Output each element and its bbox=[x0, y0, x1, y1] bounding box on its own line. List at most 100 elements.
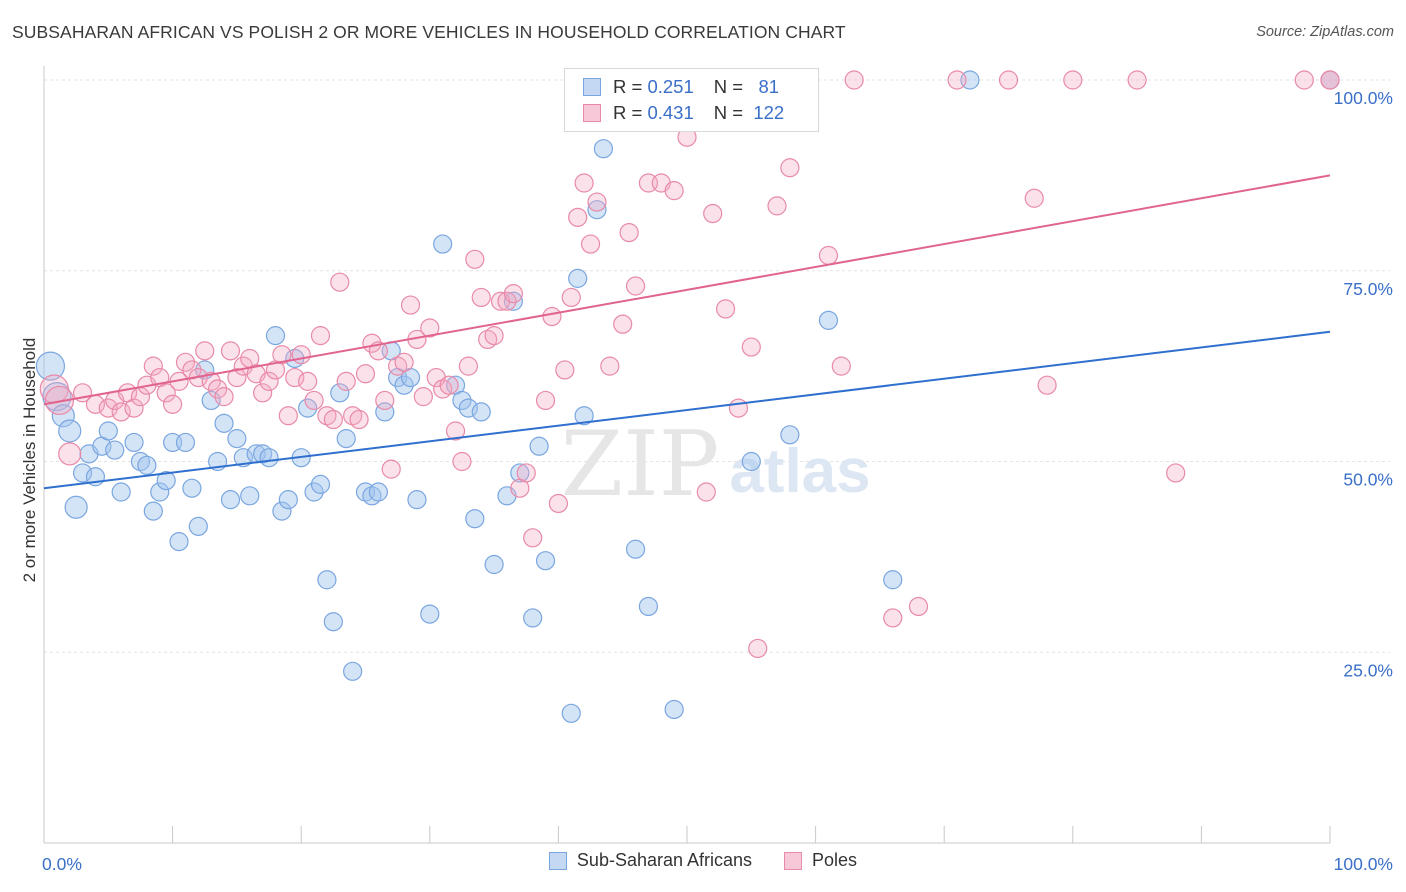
poles-point bbox=[818, 245, 839, 266]
poles-point bbox=[58, 442, 82, 466]
subsaharan-point bbox=[394, 375, 414, 395]
subsaharan-point bbox=[214, 413, 234, 433]
poles-point bbox=[600, 356, 620, 376]
poles-point bbox=[715, 299, 736, 319]
subsaharan-point bbox=[35, 351, 66, 381]
poles-point bbox=[542, 306, 562, 327]
subsaharan-point bbox=[343, 661, 363, 681]
legend-item-subsaharan[interactable]: Sub-Saharan Africans bbox=[548, 850, 753, 871]
subsaharan-point bbox=[420, 604, 440, 624]
subsaharan-point bbox=[201, 390, 221, 411]
poles-point bbox=[767, 196, 787, 216]
poles-point bbox=[998, 70, 1019, 90]
poles-point bbox=[304, 390, 324, 411]
n-value: 81 bbox=[758, 76, 780, 97]
poles-point bbox=[413, 387, 433, 407]
subsaharan-point bbox=[323, 612, 343, 632]
blue-swatch-icon bbox=[548, 851, 567, 870]
poles-point bbox=[947, 70, 967, 90]
poles-point bbox=[883, 608, 903, 628]
poles-point bbox=[555, 360, 575, 380]
poles-point bbox=[471, 287, 491, 308]
subsaharan-point bbox=[111, 482, 131, 502]
pink-swatch-icon bbox=[583, 104, 601, 122]
poles-point bbox=[214, 387, 234, 407]
chart-source: Source: ZipAtlas.com bbox=[1256, 24, 1394, 40]
subsaharan-point bbox=[375, 402, 395, 422]
subsaharan-point bbox=[458, 398, 478, 418]
poles-point bbox=[1037, 375, 1057, 395]
r-label: R = bbox=[613, 102, 643, 123]
poles-point bbox=[272, 345, 292, 365]
subsaharan-point bbox=[336, 429, 356, 449]
poles-point bbox=[124, 398, 144, 418]
subsaharan-point bbox=[272, 501, 292, 521]
poles-point bbox=[227, 367, 247, 388]
subsaharan-point bbox=[137, 455, 157, 475]
legend-label: Sub-Saharan Africans bbox=[576, 850, 753, 870]
poles-point bbox=[1024, 188, 1044, 208]
poles-point bbox=[208, 379, 228, 399]
poles-point bbox=[728, 398, 749, 418]
poles-point bbox=[291, 345, 311, 365]
legend-label: Poles bbox=[812, 850, 858, 870]
poles-point bbox=[503, 284, 523, 304]
n-label: N = bbox=[713, 102, 744, 123]
y-tick-label: 25.0% bbox=[1343, 660, 1393, 680]
poles-point bbox=[323, 409, 343, 430]
poles-point bbox=[1166, 463, 1186, 483]
subsaharan-point bbox=[587, 200, 607, 220]
subsaharan-point bbox=[484, 554, 504, 575]
poles-point bbox=[195, 341, 215, 361]
poles-point bbox=[445, 421, 466, 441]
subsaharan-point bbox=[143, 501, 163, 521]
pink-swatch-icon bbox=[784, 851, 803, 870]
subsaharan-point bbox=[780, 425, 800, 445]
poles-point bbox=[420, 318, 440, 338]
poles-point bbox=[587, 192, 607, 212]
poles-point bbox=[44, 385, 75, 416]
subsaharan-point bbox=[741, 451, 761, 472]
poles-point bbox=[355, 364, 376, 384]
n-value: 122 bbox=[753, 102, 785, 123]
n-label: N = bbox=[713, 76, 744, 97]
subsaharan-point bbox=[240, 486, 260, 506]
poles-point bbox=[465, 249, 485, 269]
subsaharan-point bbox=[304, 482, 324, 502]
r-value: 0.251 bbox=[647, 76, 694, 97]
poles-point bbox=[400, 295, 421, 315]
poles-point bbox=[741, 337, 761, 357]
subsaharan-point bbox=[561, 703, 581, 723]
poles-point bbox=[156, 383, 176, 403]
subsaharan-point bbox=[535, 551, 556, 571]
subsaharan-point bbox=[220, 490, 241, 510]
subsaharan-point bbox=[330, 383, 350, 403]
poles-point bbox=[574, 173, 594, 193]
subsaharan-point bbox=[452, 390, 472, 411]
poles-point bbox=[259, 371, 279, 391]
subsaharan-point bbox=[368, 482, 388, 502]
subsaharan-point bbox=[529, 436, 549, 456]
poles-point bbox=[484, 326, 504, 346]
subsaharan-point bbox=[523, 608, 543, 628]
subsaharan-point bbox=[227, 429, 247, 449]
poles-point bbox=[458, 356, 478, 376]
subsaharan-point bbox=[233, 448, 253, 468]
poles-point bbox=[696, 482, 716, 502]
poles-point bbox=[253, 383, 273, 403]
subsaharan-point bbox=[574, 406, 594, 426]
poles-point bbox=[664, 181, 684, 201]
subsaharan-point bbox=[259, 448, 279, 468]
poles-point bbox=[535, 390, 556, 411]
legend-item-poles[interactable]: Poles bbox=[784, 850, 857, 871]
subsaharan-point bbox=[818, 310, 839, 330]
poles-point bbox=[452, 451, 472, 472]
poles-point bbox=[98, 398, 118, 418]
poles-point bbox=[278, 406, 298, 426]
subsaharan-point bbox=[169, 532, 189, 552]
subsaharan-point bbox=[510, 463, 530, 483]
poles-point bbox=[844, 70, 864, 90]
subsaharan-point bbox=[625, 539, 646, 559]
y-tick-label: 50.0% bbox=[1343, 470, 1393, 490]
